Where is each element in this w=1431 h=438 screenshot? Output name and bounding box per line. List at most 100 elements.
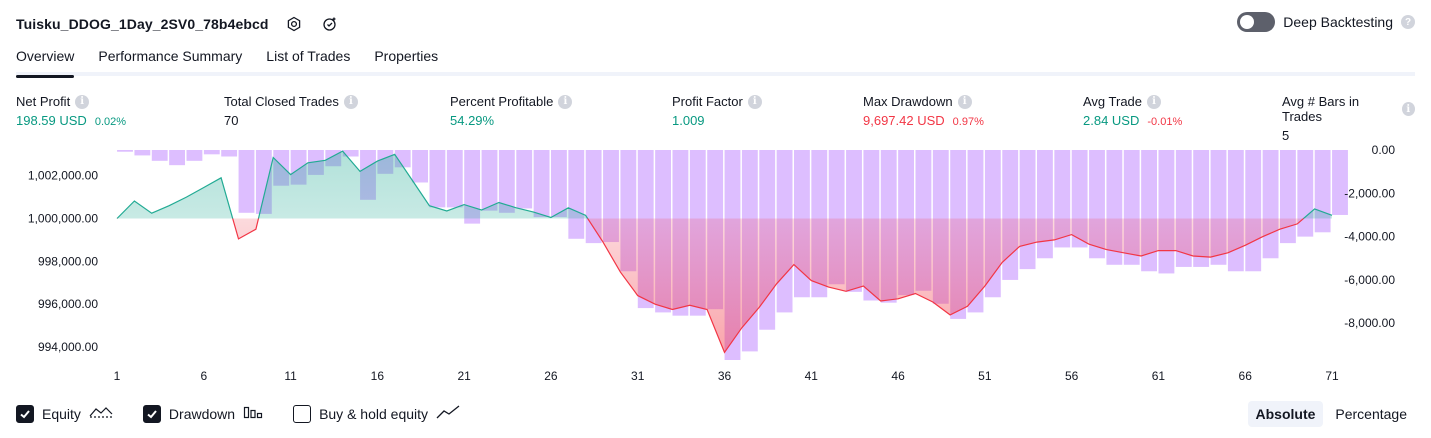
metric-percent: -0.01% [1147, 116, 1183, 128]
x-tick: 21 [457, 369, 471, 380]
drawdown-bar [1245, 150, 1262, 272]
drawdown-bar [151, 150, 168, 161]
drawdown-bar [134, 150, 151, 156]
tab-list-of-trades[interactable]: List of Trades [266, 48, 351, 64]
metric-avg-bars-in-trades: Avg # Bars in Trades i 5 [1282, 94, 1415, 143]
metric-value: 5 [1282, 128, 1290, 143]
absolute-button[interactable]: Absolute [1247, 401, 1324, 427]
drawdown-bar [1262, 150, 1279, 259]
drawdown-bar [568, 150, 585, 239]
info-icon[interactable]: i [957, 94, 972, 109]
drawdown-bar [446, 150, 463, 208]
metric-label: Net Profit [16, 94, 71, 109]
legend-drawdown[interactable]: Drawdown [142, 404, 263, 423]
x-tick: 6 [200, 369, 207, 380]
drawdown-y-tick: -8,000.00 [1344, 316, 1395, 330]
deep-backtesting-toggle[interactable] [1237, 12, 1276, 32]
metric-profit-factor: Profit Factor i 1.009 [672, 94, 762, 128]
drawdown-bar [464, 150, 481, 224]
deep-backtesting-control: Deep Backtesting ? [1237, 12, 1415, 32]
equity-y-tick: 998,000.00 [38, 254, 98, 268]
equity-line-icon [89, 404, 113, 423]
metric-label: Profit Factor [672, 94, 743, 109]
metric-label: Percent Profitable [450, 94, 554, 109]
metric-value: 1.009 [672, 113, 705, 128]
tab-overview[interactable]: Overview [16, 44, 75, 78]
legend-buy-hold-equity[interactable]: Buy & hold equity [293, 404, 460, 423]
drawdown-bar [1019, 150, 1036, 270]
equity-y-tick: 996,000.00 [38, 297, 98, 311]
info-icon[interactable]: i [1147, 94, 1162, 109]
drawdown-bar [1158, 150, 1175, 274]
metric-label: Max Drawdown [863, 94, 953, 109]
equity-drawdown-chart[interactable]: 1,002,000.00 1,000,000.00 998,000.00 996,00… [0, 140, 1431, 380]
drawdown-y-tick: -6,000.00 [1344, 273, 1395, 287]
metric-net-profit: Net Profit i 198.59 USD 0.02% [16, 94, 126, 128]
metric-value: 9,697.42 USD [863, 113, 945, 128]
drawdown-bar [481, 150, 498, 211]
tab-properties[interactable]: Properties [374, 48, 439, 64]
equity-profit-area [117, 151, 1332, 219]
drawdown-y-tick: -4,000.00 [1344, 230, 1395, 244]
drawdown-bar [117, 150, 133, 152]
x-tick: 31 [631, 369, 645, 380]
drawdown-bar [498, 150, 515, 213]
equity-line-below [117, 218, 1305, 354]
buy-hold-line-icon [436, 404, 460, 423]
metric-value: 54.29% [450, 113, 495, 128]
tab-performance-summary[interactable]: Performance Summary [98, 48, 243, 64]
x-tick: 56 [1065, 369, 1079, 380]
metric-label: Avg # Bars in Trades [1282, 94, 1360, 124]
legend-equity[interactable]: Equity [16, 404, 113, 423]
x-tick: 36 [718, 369, 732, 380]
info-icon[interactable]: i [1401, 102, 1415, 116]
buy-hold-checkbox[interactable] [293, 404, 312, 423]
legend-label: Equity [42, 405, 81, 422]
equity-y-tick: 1,002,000.00 [28, 169, 98, 183]
drawdown-bar [551, 150, 567, 218]
x-tick: 26 [544, 369, 558, 380]
chart-legend: Equity Drawdown Buy & hold equity [16, 404, 460, 423]
strategy-title: Tuisku_DDOG_1Day_2SV0_78b4ebcd [16, 16, 269, 32]
x-tick: 51 [978, 369, 992, 380]
report-tabs: Overview Performance Summary List of Tra… [16, 44, 1415, 78]
x-tick: 71 [1325, 369, 1339, 380]
info-icon[interactable]: i [558, 94, 573, 109]
x-tick: 11 [284, 369, 297, 380]
drawdown-bar [412, 150, 428, 183]
drawdown-bar [1297, 150, 1314, 237]
settings-icon[interactable] [283, 13, 305, 35]
equity-y-tick: 1,000,000.00 [28, 212, 98, 226]
x-tick: 41 [805, 369, 819, 380]
drawdown-bar [186, 150, 203, 161]
metric-total-closed-trades: Total Closed Trades i 70 [224, 94, 358, 128]
drawdown-bar [429, 150, 446, 208]
drawdown-bar [221, 150, 238, 157]
equity-line [116, 150, 1333, 354]
info-icon[interactable]: i [747, 94, 762, 109]
metric-percent: 0.02% [94, 116, 127, 128]
drawdown-y-axis: 0.00 -2,000.00 -4,000.00 -6,000.00 -8,000.00 [1344, 143, 1395, 330]
source-code-icon[interactable] [319, 13, 341, 35]
drawdown-bar [516, 150, 533, 209]
info-icon[interactable]: i [343, 94, 358, 109]
value-mode-switch: Absolute Percentage [1247, 401, 1416, 427]
drawdown-bar [1227, 150, 1244, 272]
x-tick: 16 [371, 369, 385, 380]
drawdown-bar [203, 150, 220, 155]
x-tick: 61 [1152, 369, 1166, 380]
metric-percent-profitable: Percent Profitable i 54.29% [450, 94, 573, 128]
percentage-button[interactable]: Percentage [1335, 406, 1407, 422]
trade-number-axis: 1 6 11 16 21 26 31 36 41 46 51 56 61 66 71 [114, 369, 1339, 380]
drawdown-bar [1280, 150, 1296, 244]
equity-checkbox[interactable] [16, 404, 34, 423]
metric-percent: 0.97% [952, 116, 984, 128]
deep-backtesting-label: Deep Backtesting [1283, 14, 1393, 30]
drawdown-checkbox[interactable] [142, 404, 161, 423]
info-icon[interactable]: i [75, 94, 90, 109]
equity-line-above [116, 150, 1333, 219]
metric-label: Avg Trade [1083, 94, 1143, 109]
help-icon[interactable]: ? [1401, 15, 1415, 29]
drawdown-bars-icon [243, 404, 263, 423]
metric-value: 198.59 USD [16, 113, 87, 128]
